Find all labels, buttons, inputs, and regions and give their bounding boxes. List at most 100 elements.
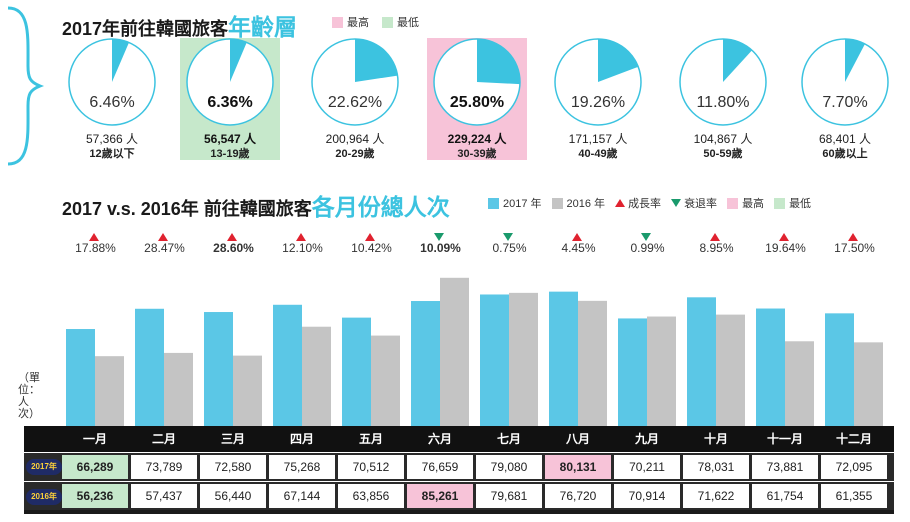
decline-triangle-icon — [503, 233, 513, 241]
legend-monthly-min-swatch — [774, 197, 786, 209]
age-count-label: 56,547 人 — [203, 132, 257, 146]
age-pie — [554, 38, 642, 126]
bracket-decoration — [7, 6, 45, 166]
legend-monthly-max-label: 最高 — [742, 198, 765, 210]
monthly-title-prefix: 2017 v.s. 2016年 前往韓國旅客 — [62, 199, 312, 219]
growth-triangle-icon — [848, 233, 858, 241]
rate-value: 0.75% — [492, 241, 527, 255]
month-header-cell: 七月 — [477, 427, 541, 451]
legend-monthly-max-swatch — [727, 197, 739, 209]
age-count-label: 171,157 人 — [568, 132, 628, 146]
value-cell-2017: 70,512 — [338, 455, 404, 479]
rate-value: 0.99% — [630, 241, 665, 255]
month-header-cell: 八月 — [546, 427, 610, 451]
legend-2017-swatch — [488, 197, 499, 209]
age-percent-label: 11.80% — [696, 94, 750, 111]
pie-slice — [723, 39, 753, 82]
rate-item: 10.42% — [338, 228, 406, 255]
pie-slice — [477, 39, 520, 85]
growth-triangle-icon — [89, 233, 99, 241]
bar-2017 — [342, 317, 371, 427]
rate-item: 19.64% — [752, 228, 820, 255]
rate-item: 0.75% — [476, 228, 544, 255]
legend-decline-label: 衰退率 — [684, 198, 718, 210]
legend-growth: 成長率 — [615, 195, 661, 211]
rate-value: 17.50% — [834, 241, 875, 255]
bar-2016 — [95, 356, 124, 427]
rate-value: 28.60% — [213, 241, 254, 255]
pie-slice — [598, 39, 639, 82]
value-cell-2016: 85,261 — [407, 484, 473, 508]
rate-value: 17.88% — [75, 241, 116, 255]
age-title-prefix: 2017年前往韓國旅客 — [62, 19, 229, 39]
value-cell-2016: 56,236 — [62, 484, 128, 508]
legend-monthly-max: 最高 — [727, 195, 764, 211]
rate-item: 12.10% — [269, 228, 337, 255]
bar-2016 — [785, 341, 814, 427]
legend-monthly-min-label: 最低 — [789, 198, 812, 210]
age-count-label: 200,964 人 — [325, 132, 385, 146]
bar-2017 — [204, 312, 233, 427]
age-percent-label: 25.80% — [449, 94, 505, 111]
growth-triangle-icon — [615, 199, 626, 207]
age-pie — [311, 38, 399, 126]
decline-triangle-icon — [434, 233, 444, 241]
value-cell-2017: 66,289 — [62, 455, 128, 479]
value-cell-2016: 76,720 — [545, 484, 611, 508]
bar-2017 — [618, 318, 647, 427]
month-header-cell: 十二月 — [822, 427, 886, 451]
value-cell-2017: 72,095 — [821, 455, 887, 479]
legend-2017: 2017 年 — [488, 195, 542, 211]
age-count-label: 68,401 人 — [818, 132, 872, 146]
bar-2017 — [135, 308, 164, 427]
value-cell-2016: 56,440 — [200, 484, 266, 508]
rate-item: 17.88% — [62, 228, 130, 255]
legend-2016: 2016 年 — [551, 195, 605, 211]
age-pie — [186, 38, 274, 126]
pie-slice — [355, 39, 398, 82]
month-header-cell: 六月 — [408, 427, 472, 451]
age-group-label: 12歲以下 — [89, 148, 135, 160]
value-cell-2016: 71,622 — [683, 484, 749, 508]
value-cell-2017: 73,789 — [131, 455, 197, 479]
bar-2017 — [480, 294, 509, 427]
age-title-highlight: 年齡層 — [228, 14, 298, 40]
bar-2017 — [273, 304, 302, 427]
age-group-label: 30-39歲 — [457, 148, 497, 160]
year-tag-2016: 2016年 — [26, 489, 62, 505]
pie-slice — [845, 39, 866, 82]
month-header-cell: 五月 — [339, 427, 403, 451]
rate-value: 19.64% — [765, 241, 806, 255]
value-cell-2017: 72,580 — [200, 455, 266, 479]
age-group-label: 50-59歲 — [703, 148, 743, 160]
month-header-cell: 四月 — [270, 427, 334, 451]
legend-min: 最低 — [382, 14, 419, 30]
growth-triangle-icon — [779, 233, 789, 241]
age-card: 6.46% 57,366 人 12歲以下 — [62, 38, 162, 160]
monthly-section-title: 2017 v.s. 2016年 前往韓國旅客各月份總人次 — [62, 188, 450, 222]
rate-item: 17.50% — [821, 228, 889, 255]
value-cell-2017: 79,080 — [476, 455, 542, 479]
age-percent-label: 6.46% — [89, 94, 135, 111]
bar-2016 — [302, 326, 331, 427]
bar-2016 — [509, 292, 538, 427]
age-card: 6.36% 56,547 人 13-19歲 — [180, 38, 280, 160]
bar-2016 — [578, 300, 607, 427]
bar-2017 — [549, 291, 578, 427]
value-cell-2016: 70,914 — [614, 484, 680, 508]
age-card: 22.62% 200,964 人 20-29歲 — [305, 38, 405, 160]
year-tag-2017: 2017年 — [26, 459, 62, 475]
age-section-title: 2017年前往韓國旅客年齡層 — [62, 8, 297, 42]
value-cell-2017: 80,131 — [545, 455, 611, 479]
age-count-label: 104,867 人 — [693, 132, 753, 146]
pie-slice — [230, 39, 247, 82]
monthly-title-highlight: 各月份總人次 — [311, 194, 450, 220]
growth-triangle-icon — [227, 233, 237, 241]
monthly-legend: 2017 年 2016 年 成長率 衰退率 最高 最低 — [488, 195, 811, 211]
age-group-label: 20-29歲 — [335, 148, 375, 160]
age-pie — [679, 38, 767, 126]
table-bottom-line — [24, 510, 894, 514]
rate-value: 4.45% — [561, 241, 596, 255]
age-group-label: 40-49歲 — [578, 148, 618, 160]
value-cell-2017: 75,268 — [269, 455, 335, 479]
